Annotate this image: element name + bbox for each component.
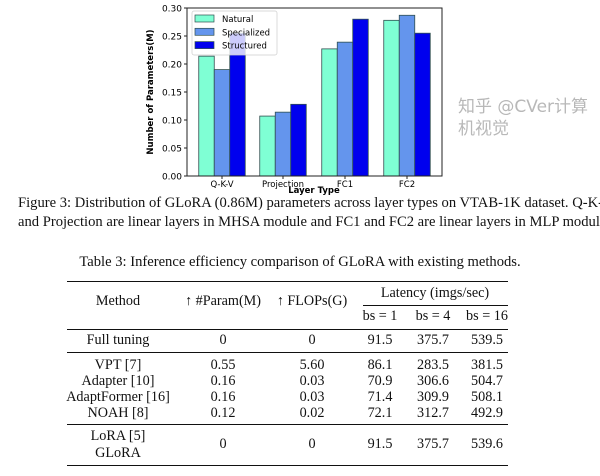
bar-natural-q-k-v [198, 55, 215, 177]
cell-flops: 0.03 [299, 389, 325, 405]
y-axis-label: Number of Parameters(M) [146, 29, 156, 154]
cell-method: Adapter [10] [81, 373, 155, 389]
legend-swatch [194, 41, 215, 49]
cell-flops: 0 [308, 436, 316, 452]
x-tick-label: Projection [262, 180, 304, 190]
cell-method: GLoRA [95, 445, 141, 461]
cell-param: 0.16 [210, 373, 236, 389]
x-tick-label: FC2 [399, 180, 415, 190]
bar-structured-projection [290, 103, 307, 177]
bar-specialized-fc1 [336, 41, 354, 177]
row-rule [67, 352, 508, 353]
cell-bs16: 504.7 [471, 373, 503, 389]
header-bs1: bs = 1 [362, 308, 398, 324]
x-axis-label: Layer Type [288, 186, 340, 196]
legend-swatch [194, 27, 215, 36]
x-tick-label: Q-K-V [210, 180, 233, 190]
cell-flops: 0.03 [299, 373, 325, 389]
cell-bs1: 71.4 [367, 389, 393, 405]
bar-structured-fc1 [352, 18, 369, 177]
bar-chart: 0.00 0.05 0.10 0.15 0.20 0.25 0.30 Q-K-V Projec… [146, 5, 443, 196]
y-tick-label: 0.10 [162, 117, 182, 127]
header-bs4: bs = 4 [415, 308, 451, 324]
cell-bs1: 91.5 [367, 332, 393, 348]
cell-method: LoRA [5] [90, 428, 146, 444]
table-title: Table 3: Inference efficiency comparison… [79, 254, 521, 270]
figure-caption-line-2: and Projection are linear layers in MHSA… [18, 214, 600, 230]
cell-bs4: 375.7 [417, 436, 449, 452]
cell-bs16: 492.9 [471, 405, 503, 421]
cell-method: Full tuning [86, 332, 150, 348]
cell-bs16: 539.6 [471, 436, 503, 452]
cell-bs4: 283.5 [417, 357, 449, 373]
cell-bs1: 86.1 [367, 357, 393, 373]
legend-label: Specialized [222, 28, 270, 38]
cell-param: 0 [219, 332, 227, 348]
cell-param: 0.12 [210, 405, 236, 421]
header-bs16: bs = 16 [466, 308, 508, 324]
bottom-rule [67, 465, 508, 467]
cell-bs4: 375.7 [417, 332, 449, 348]
legend-swatch [194, 14, 215, 23]
latency-rule [363, 305, 508, 306]
bar-specialized-fc2 [398, 14, 416, 177]
y-tick-label: 0.15 [162, 89, 182, 99]
cell-method: NOAH [8] [87, 405, 149, 421]
legend-label: Structured [222, 42, 267, 52]
cell-param: 0 [219, 436, 227, 452]
cell-bs1: 72.1 [367, 405, 393, 421]
bar-specialized-q-k-v [213, 69, 231, 177]
x-tick-label: FC1 [337, 180, 353, 190]
cell-bs4: 306.6 [417, 373, 449, 389]
figure-caption-line-1: Figure 3: Distribution of GLoRA (0.86M) … [18, 195, 600, 211]
y-tick-label: 0.05 [162, 145, 182, 155]
row-rule [67, 424, 508, 425]
bar-specialized-projection [274, 111, 292, 177]
cell-bs16: 381.5 [471, 357, 503, 373]
header-flops: ↑ FLOPs(G) [276, 293, 348, 309]
cell-flops: 5.60 [299, 357, 325, 373]
cell-bs4: 312.7 [417, 405, 449, 421]
y-tick-label: 0.20 [162, 61, 182, 71]
cell-bs1: 70.9 [367, 373, 393, 389]
cell-bs1: 91.5 [367, 436, 393, 452]
legend-label: Natural [222, 15, 253, 25]
bar-structured-fc2 [414, 32, 431, 177]
y-tick-label: 0.00 [162, 173, 182, 183]
bar-natural-fc2 [383, 19, 400, 177]
y-tick-label: 0.25 [162, 33, 182, 43]
cell-param: 0.16 [210, 389, 236, 405]
cell-bs4: 309.9 [417, 389, 449, 405]
bar-natural-fc1 [321, 48, 338, 177]
bar-natural-projection [259, 115, 276, 177]
watermark: 知乎 @CVer计算机视觉 [458, 97, 589, 139]
header-rule [67, 329, 508, 330]
y-tick-label: 0.30 [162, 5, 182, 15]
cell-flops: 0.02 [299, 405, 325, 421]
cell-param: 0.55 [210, 357, 236, 373]
top-rule [67, 281, 508, 283]
cell-method: VPT [7] [94, 357, 142, 373]
header-param: ↑ #Param(M) [184, 293, 262, 309]
cell-method: AdaptFormer [16] [66, 389, 170, 405]
cell-bs16: 508.1 [471, 389, 503, 405]
header-method: Method [95, 293, 141, 309]
header-latency: Latency (imgs/sec) [380, 285, 490, 301]
legend: Natural Specialized Structured [191, 10, 278, 56]
cell-bs16: 539.5 [471, 332, 503, 348]
cell-flops: 0 [308, 332, 316, 348]
